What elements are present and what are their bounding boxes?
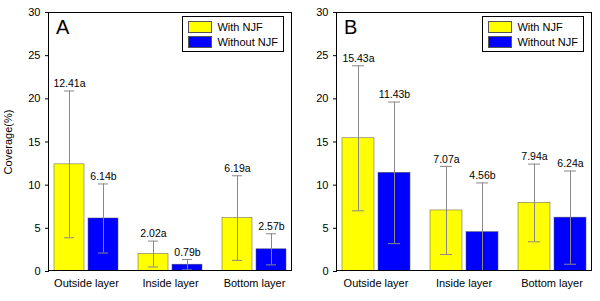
svg-text:30: 30: [316, 6, 328, 18]
svg-text:4.56b: 4.56b: [469, 169, 495, 181]
html-text:Without NJF: Without NJF: [217, 35, 278, 48]
svg-text:2.57b: 2.57b: [258, 220, 284, 232]
svg-text:20: 20: [28, 92, 40, 104]
svg-text:Outside layer: Outside layer: [54, 277, 119, 289]
svg-text:Outside layer: Outside layer: [344, 277, 409, 289]
svg-text:30: 30: [28, 6, 40, 18]
svg-text:Inside layer: Inside layer: [142, 277, 199, 289]
svg-text:6.14b: 6.14b: [90, 170, 116, 182]
svg-text:0: 0: [34, 265, 40, 277]
html-text:With NJF: With NJF: [217, 20, 263, 33]
svg-text:11.43b: 11.43b: [379, 88, 410, 100]
svg-text:20: 20: [316, 92, 328, 104]
svg-text:25: 25: [316, 49, 328, 61]
svg-text:Bottom layer: Bottom layer: [224, 277, 286, 289]
svg-text:0: 0: [322, 265, 328, 277]
svg-text:0.79b: 0.79b: [174, 246, 200, 258]
svg-text:7.94a: 7.94a: [521, 150, 547, 162]
svg-text:Inside layer: Inside layer: [436, 277, 493, 289]
svg-text:2.02a: 2.02a: [140, 227, 166, 239]
svg-text:5: 5: [34, 222, 40, 234]
html-text:A: A: [56, 16, 70, 38]
svg-text:12.41a: 12.41a: [53, 77, 85, 89]
svg-text:Bottom layer: Bottom layer: [521, 277, 583, 289]
svg-text:10: 10: [316, 179, 328, 191]
svg-text:15: 15: [28, 136, 40, 148]
svg-text:7.07a: 7.07a: [433, 153, 459, 165]
html-text:Without NJF: Without NJF: [517, 35, 578, 48]
svg-text:25: 25: [28, 49, 40, 61]
svg-text:15: 15: [316, 136, 328, 148]
html-text:With NJF: With NJF: [517, 20, 563, 33]
svg-text:6.24a: 6.24a: [557, 157, 583, 169]
svg-text:10: 10: [28, 179, 40, 191]
svg-text:15.43a: 15.43a: [342, 52, 374, 64]
html-text:B: B: [344, 16, 358, 38]
svg-text:Coverage(%): Coverage(%): [2, 110, 14, 175]
svg-text:6.19a: 6.19a: [224, 162, 250, 174]
svg-text:5: 5: [322, 222, 328, 234]
